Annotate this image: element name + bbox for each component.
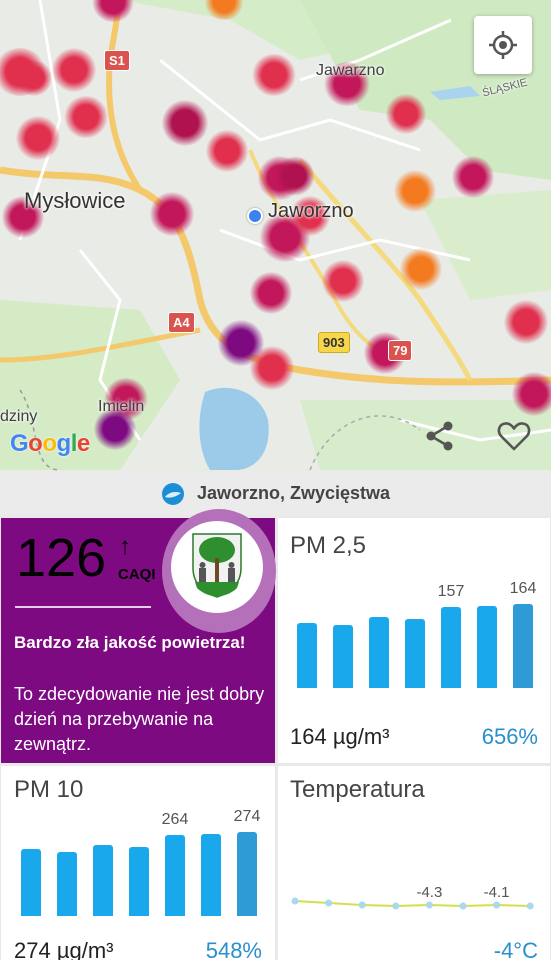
pm10-bar <box>201 834 221 916</box>
pollution-marker[interactable] <box>94 408 136 450</box>
pollution-marker[interactable] <box>276 156 314 196</box>
crosshair-icon <box>489 31 517 59</box>
pollution-marker[interactable] <box>16 60 52 96</box>
city-label-jaworzno: Jaworzno <box>268 200 354 222</box>
temperature-line-chart: -4.3 -4.1 <box>291 884 534 910</box>
caqi-divider <box>15 606 151 608</box>
pm25-bar <box>477 606 497 688</box>
pollution-marker[interactable] <box>322 260 364 302</box>
my-location-button[interactable] <box>474 16 532 74</box>
temperature-point <box>425 901 433 909</box>
pm10-bar <box>21 849 41 916</box>
temperature-point-label: -4.1 <box>484 884 510 901</box>
temperature-point <box>526 902 534 910</box>
pollution-marker[interactable] <box>252 54 296 96</box>
pollution-marker[interactable] <box>52 48 96 92</box>
temperature-point <box>358 901 366 909</box>
temperature-point <box>493 901 501 909</box>
pollution-marker[interactable] <box>162 100 208 146</box>
pm10-bar <box>129 847 149 916</box>
temperature-point-label: -4.3 <box>416 884 442 901</box>
air-quality-description: To zdecydowanie nie jest dobry dzień na … <box>14 684 265 754</box>
road-shield-a4: A4 <box>168 312 195 333</box>
pollution-marker[interactable] <box>250 272 292 314</box>
pollution-marker[interactable] <box>400 248 442 290</box>
pollution-marker[interactable] <box>504 300 548 344</box>
station-icon <box>161 482 184 505</box>
pollution-marker[interactable] <box>64 96 108 138</box>
temperature-line <box>294 900 531 908</box>
caqi-value: 126 <box>16 528 107 588</box>
pollution-marker[interactable] <box>92 0 134 22</box>
pm10-bar <box>93 845 113 916</box>
pm10-bar-label: 264 <box>161 811 189 828</box>
pm25-percent: 656% <box>481 724 538 749</box>
trend-up-icon: ↑ <box>119 533 131 560</box>
pm25-bar <box>405 619 425 688</box>
pm25-bar <box>513 604 533 688</box>
temperature-point <box>459 902 467 910</box>
pm10-bar <box>165 835 185 916</box>
air-quality-heading: Bardzo zła jakość powietrza! <box>14 633 246 652</box>
pm10-bar-label: 274 <box>233 808 261 825</box>
city-label-imielin: Imielin <box>98 398 145 415</box>
pollution-marker[interactable] <box>150 192 194 236</box>
jaworzno-coat-of-arms-icon <box>192 533 242 598</box>
pollution-marker[interactable] <box>452 156 494 198</box>
pollution-marker[interactable] <box>290 196 330 236</box>
pm10-bar <box>57 852 77 916</box>
google-logo: Google <box>10 430 90 457</box>
road-shield-79: 79 <box>388 340 413 361</box>
pm10-percent: 548% <box>205 938 262 960</box>
pollution-marker[interactable] <box>2 196 44 238</box>
temperature-point <box>291 897 299 905</box>
road-shield-903: 903 <box>318 332 350 353</box>
pm25-title: PM 2,5 <box>290 532 367 559</box>
temperature-tile[interactable] <box>278 766 550 960</box>
temperature-point <box>325 899 333 907</box>
road-shield-s1: S1 <box>104 50 130 71</box>
heart-icon[interactable] <box>496 418 532 454</box>
pollution-marker[interactable] <box>204 0 244 20</box>
temperature-value: -4°C <box>493 938 538 960</box>
station-name: Jaworzno, Zwycięstwa <box>196 483 391 503</box>
share-icon[interactable] <box>422 418 458 454</box>
station-bar[interactable]: Jaworzno, Zwycięstwa <box>0 472 551 515</box>
air-quality-map[interactable]: Mysłowice Jaworzno Jawarzno Imielin dzin… <box>0 0 551 515</box>
pollution-marker[interactable] <box>386 94 426 134</box>
pm25-bar-label: 164 <box>509 580 537 597</box>
pm10-concentration: 274 µg/m³ <box>14 938 114 960</box>
temperature-title: Temperatura <box>290 776 425 803</box>
pm25-bar <box>369 617 389 688</box>
pollution-marker[interactable] <box>250 346 294 390</box>
pm10-title: PM 10 <box>14 776 84 803</box>
city-label-dziny: dziny <box>0 408 38 425</box>
pm25-bar-label: 157 <box>437 583 465 600</box>
pollution-marker[interactable] <box>206 130 248 172</box>
pollution-marker[interactable] <box>16 116 60 160</box>
pm10-bar <box>237 832 257 916</box>
pm25-bar <box>297 623 317 688</box>
pm25-bar <box>333 625 353 688</box>
pm25-bar <box>441 607 461 688</box>
pollution-marker[interactable] <box>394 170 436 212</box>
city-label-myslowice: Mysłowice <box>24 188 126 213</box>
pollution-marker[interactable] <box>512 372 551 416</box>
pollution-marker[interactable] <box>324 62 370 106</box>
current-location-dot <box>247 208 263 224</box>
city-label-jawarzno-north: Jawarzno <box>316 62 385 79</box>
caqi-unit: CAQI <box>118 566 156 583</box>
temperature-point <box>392 902 400 910</box>
pm25-concentration: 164 µg/m³ <box>290 724 390 749</box>
